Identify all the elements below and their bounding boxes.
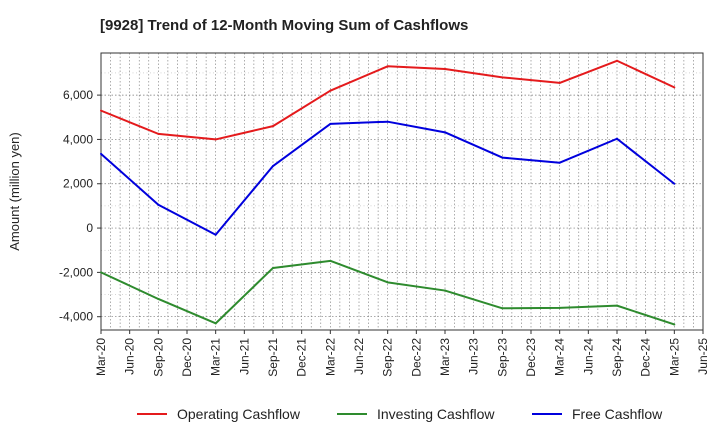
investing-cashflow-legend-label: Investing Cashflow [377, 406, 495, 422]
operating-cashflow-point [214, 138, 217, 141]
free-cashflow-point [616, 137, 618, 140]
x-tick-label: Dec-24 [639, 338, 653, 377]
operating-cashflow-point [157, 132, 160, 135]
y-tick-label: 4,000 [63, 132, 93, 146]
operating-cashflow-point [501, 76, 504, 79]
operating-cashflow-point [616, 59, 618, 62]
operating-cashflow-point [444, 67, 446, 70]
free-cashflow-point [329, 122, 332, 125]
investing-cashflow-point [272, 266, 274, 269]
x-tick-label: Mar-22 [323, 338, 337, 376]
investing-cashflow-point [214, 322, 217, 325]
operating-cashflow-legend-label: Operating Cashflow [177, 406, 301, 422]
x-tick-label: Sep-22 [381, 338, 395, 377]
y-tick-label: -2,000 [59, 265, 93, 279]
y-tick-label: 0 [86, 221, 93, 235]
y-tick-label: -4,000 [59, 310, 93, 324]
plot-frame [100, 52, 704, 331]
x-tick-label: Dec-23 [524, 338, 538, 377]
x-tick-label: Jun-22 [352, 338, 366, 375]
x-tick-label: Dec-21 [295, 338, 309, 377]
free-cashflow-point [272, 165, 274, 168]
x-tick-label: Mar-21 [209, 338, 223, 376]
operating-cashflow-point [329, 89, 332, 92]
x-tick-label: Sep-21 [266, 338, 280, 377]
legend: Operating Cashflow Investing Cashflow Free… [137, 406, 663, 422]
investing-cashflow-point [100, 271, 102, 274]
plot-area [101, 53, 703, 330]
y-axis: -4,000 -2,000 0 2,000 4,000 6,000 [59, 88, 101, 324]
investing-cashflow-point [501, 307, 504, 310]
x-tick-label: Mar-24 [553, 338, 567, 376]
free-cashflow-legend-label: Free Cashflow [572, 406, 663, 422]
x-tick-label: Jun-23 [467, 338, 481, 375]
x-tick-label: Jun-24 [581, 338, 595, 375]
free-cashflow-point [558, 161, 561, 164]
operating-cashflow-point [386, 65, 389, 68]
x-tick-label: Sep-24 [610, 338, 624, 377]
operating-cashflow-point [100, 109, 102, 112]
free-cashflow-point [673, 182, 676, 185]
free-cashflow-point [100, 152, 102, 155]
y-tick-label: 2,000 [63, 177, 93, 191]
investing-cashflow-point [157, 297, 160, 300]
investing-cashflow-point [616, 304, 618, 307]
x-tick-label: Mar-25 [667, 338, 681, 376]
x-tick-label: Sep-20 [151, 338, 165, 377]
y-tick-label: 6,000 [63, 88, 93, 102]
x-tick-label: Mar-20 [94, 338, 108, 376]
series-lines [100, 59, 676, 326]
free-cashflow-point [444, 131, 446, 134]
investing-cashflow-point [329, 259, 332, 262]
x-tick-label: Mar-23 [438, 338, 452, 376]
free-cashflow-point [386, 120, 389, 123]
free-cashflow-point [214, 233, 217, 236]
investing-cashflow-point [386, 281, 389, 284]
x-tick-label: Dec-22 [409, 338, 423, 377]
operating-cashflow-point [673, 86, 676, 89]
investing-cashflow-point [558, 306, 561, 309]
free-cashflow-point [157, 203, 160, 206]
free-cashflow-point [501, 156, 504, 159]
x-tick-label: Jun-25 [696, 338, 710, 375]
grid [100, 53, 704, 330]
x-tick-label: Dec-20 [180, 338, 194, 377]
x-tick-label: Jun-21 [237, 338, 251, 375]
operating-cashflow-point [272, 125, 274, 128]
x-tick-label: Sep-23 [495, 338, 509, 377]
chart-title: [9928] Trend of 12-Month Moving Sum of C… [100, 17, 468, 34]
x-tick-label: Jun-20 [123, 338, 137, 375]
x-axis: Mar-20 Jun-20 Sep-20 Dec-20 Mar-21 Jun-21 Sep-… [94, 330, 710, 377]
y-axis-label: Amount (million yen) [7, 132, 22, 251]
operating-cashflow-point [558, 81, 561, 84]
investing-cashflow-point [444, 289, 446, 292]
investing-cashflow-point [673, 323, 676, 326]
